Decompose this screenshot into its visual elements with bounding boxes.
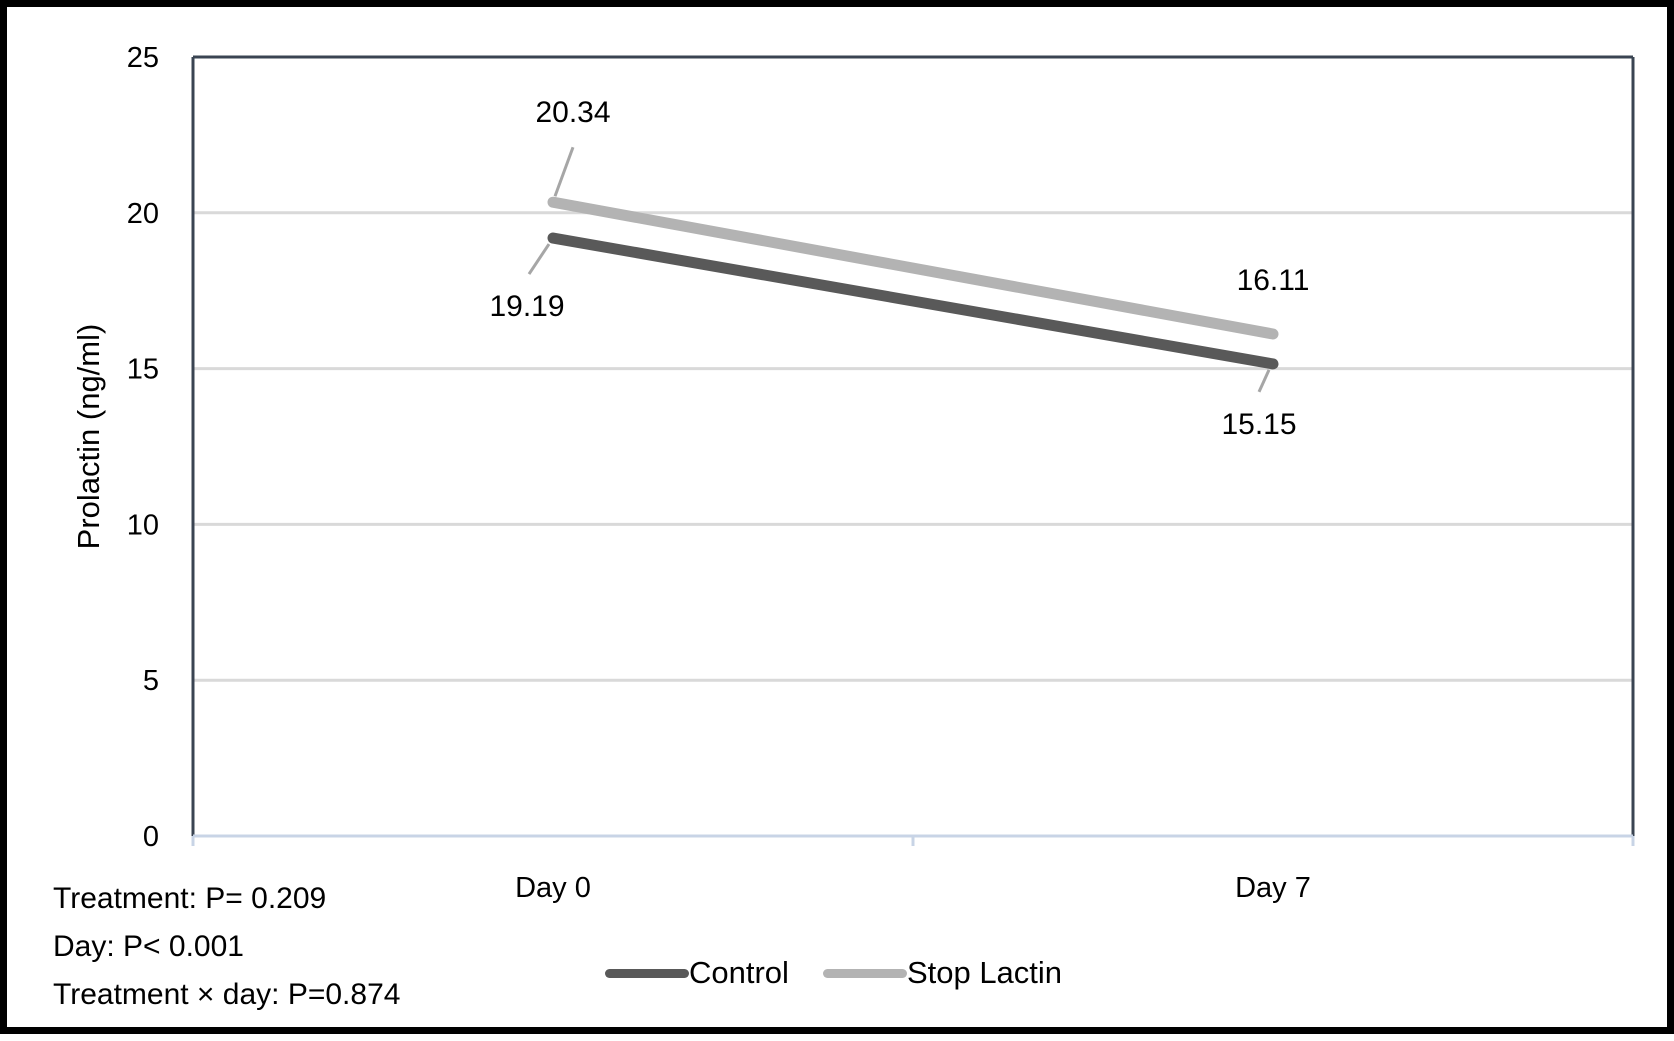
legend-label-stop-lactin: Stop Lactin xyxy=(906,955,1063,990)
data-label: 20.34 xyxy=(535,96,610,129)
y-tick-label: 5 xyxy=(143,665,159,697)
data-label: 19.19 xyxy=(489,290,564,323)
y-tick-label: 0 xyxy=(143,821,159,853)
treatment-stat: Treatment: P= 0.209 xyxy=(53,882,327,915)
y-axis-label: Prolactin (ng/ml) xyxy=(71,324,106,550)
line-chart: 0 5 10 15 20 25 Day 0 Day 7 Prolactin (ng/ml) 19.… xyxy=(71,42,1635,904)
series-line-stop-lactin xyxy=(547,196,1279,340)
legend-item-control: Control xyxy=(605,955,789,991)
day-stat: Day: P< 0.001 xyxy=(53,930,244,963)
y-tick-label: 10 xyxy=(127,509,159,541)
data-label-leader xyxy=(527,243,551,275)
data-label: 16.11 xyxy=(1237,264,1310,297)
statistics-panel: Treatment: P= 0.209 Day: P< 0.001 Treatm… xyxy=(53,875,400,1019)
legend-item-stop-lactin: Stop Lactin xyxy=(822,955,1063,991)
data-label: 15.15 xyxy=(1221,408,1296,441)
x-tick-label: Day 7 xyxy=(1235,872,1311,904)
data-label-leader xyxy=(553,146,575,197)
y-tick-label: 25 xyxy=(127,42,159,74)
legend-swatch-stop-lactin xyxy=(822,968,907,978)
legend-swatch-control xyxy=(605,968,689,978)
legend: Control Stop Lactin xyxy=(605,951,1096,995)
x-tick-label: Day 0 xyxy=(515,872,591,904)
y-tick-label: 15 xyxy=(127,354,159,386)
interaction-stat: Treatment × day: P=0.874 xyxy=(53,978,401,1011)
legend-label-control: Control xyxy=(689,955,789,990)
data-label-leader xyxy=(1257,369,1271,393)
y-tick-label: 20 xyxy=(127,198,159,230)
series-line-control xyxy=(547,232,1279,370)
